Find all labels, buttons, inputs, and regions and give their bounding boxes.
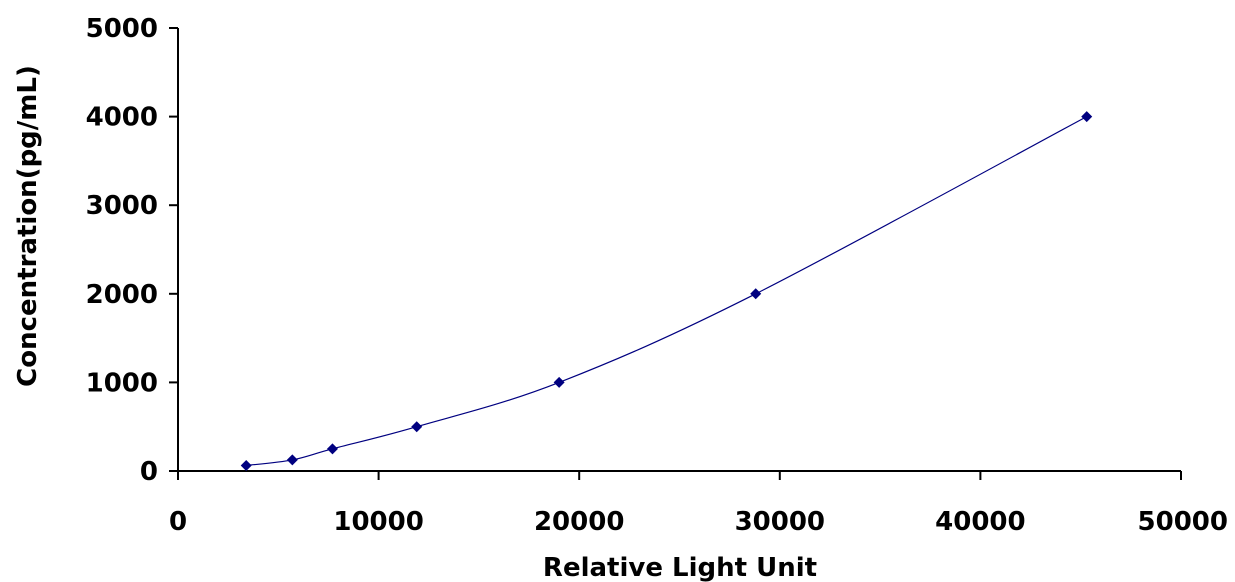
y-tick-label: 5000 — [86, 14, 158, 44]
y-tick-label: 1000 — [86, 368, 158, 398]
y-tick-label: 0 — [140, 457, 158, 487]
x-tick-label: 20000 — [534, 507, 624, 537]
data-point-marker — [240, 459, 252, 471]
data-point-marker — [411, 421, 423, 433]
data-point-marker — [326, 443, 338, 455]
data-point-marker — [553, 376, 565, 388]
y-tick-label: 4000 — [86, 103, 158, 133]
x-tick-label: 0 — [169, 507, 187, 537]
fit-curve-line — [246, 116, 1088, 467]
x-tick-group: 0 10000 20000 30000 40000 50000 — [169, 471, 1228, 537]
data-point-marker — [1081, 111, 1093, 123]
x-tick-label: 50000 — [1138, 507, 1228, 537]
data-point-marker — [286, 454, 298, 466]
y-tick-label: 2000 — [86, 280, 158, 310]
x-axis-title: Relative Light Unit — [543, 553, 817, 582]
y-tick-group: 0 1000 2000 3000 4000 5000 — [86, 14, 178, 487]
data-points — [240, 111, 1093, 471]
y-axis-title: Concentration(pg/mL) — [13, 65, 43, 387]
x-tick-label: 30000 — [735, 507, 825, 537]
data-point-marker — [750, 288, 762, 300]
x-tick-label: 40000 — [935, 507, 1025, 537]
x-tick-label: 10000 — [333, 507, 423, 537]
y-tick-label: 3000 — [86, 191, 158, 221]
